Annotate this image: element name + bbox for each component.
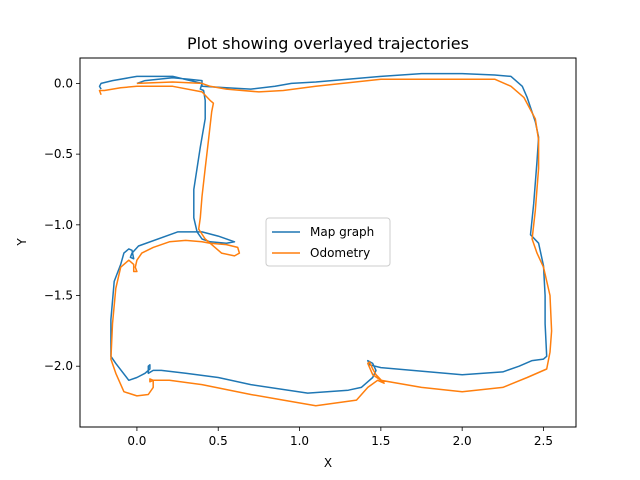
x-axis-label: X (324, 456, 332, 470)
x-tick-label: 0.5 (209, 434, 228, 448)
y-tick-label: −1.0 (44, 218, 73, 232)
y-tick-label: 0.0 (54, 76, 73, 90)
x-tick-label: 2.0 (453, 434, 472, 448)
x-tick-label: 1.0 (290, 434, 309, 448)
y-tick-label: −2.0 (44, 359, 73, 373)
x-tick-label: 2.5 (534, 434, 553, 448)
legend: Map graph Odometry (265, 217, 391, 267)
legend-box (265, 217, 391, 267)
x-tick-label: 1.5 (371, 434, 390, 448)
x-tick-label: 0.0 (127, 434, 146, 448)
series-layer (98, 72, 553, 407)
y-tick-label: −0.5 (44, 147, 73, 161)
x-axis-ticks: 0.0 0.5 1.0 1.5 2.0 2.5 (127, 427, 553, 448)
plot-frame (79, 57, 577, 428)
y-axis-label: Y (15, 238, 29, 247)
legend-label-map-graph: Map graph (310, 225, 374, 239)
legend-label-odometry: Odometry (310, 246, 370, 260)
series-line-odometry (98, 78, 553, 407)
chart-title: Plot showing overlayed trajectories (187, 34, 469, 53)
y-tick-label: −1.5 (44, 289, 73, 303)
y-axis-ticks: 0.0 −0.5 −1.0 −1.5 −2.0 (44, 76, 80, 373)
